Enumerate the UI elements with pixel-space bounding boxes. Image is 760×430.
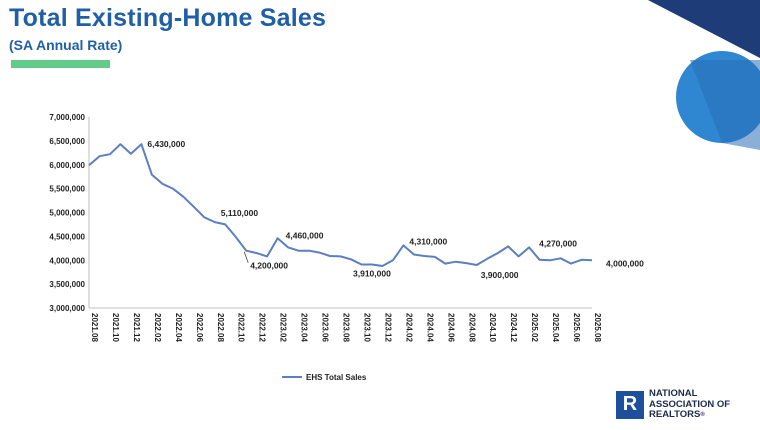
x-tick-label: 2025.06 (572, 313, 581, 342)
y-tick-label: 6,000,000 (49, 161, 85, 170)
x-tick-label: 2022.08 (216, 313, 225, 342)
corner-mid-shape (690, 60, 760, 150)
data-label: 3,900,000 (481, 270, 519, 280)
y-tick-label: 3,000,000 (49, 304, 85, 313)
y-tick-label: 4,500,000 (49, 232, 85, 241)
page-subtitle: (SA Annual Rate) (9, 37, 123, 53)
data-label: 6,430,000 (147, 139, 185, 149)
x-tick-label: 2023.10 (362, 313, 371, 342)
x-tick-label: 2023.06 (321, 313, 330, 342)
y-tick-label: 5,500,000 (49, 185, 85, 194)
x-tick-label: 2022.06 (195, 313, 204, 342)
x-tick-label: 2022.10 (237, 313, 246, 342)
x-tick-label: 2021.08 (90, 313, 99, 342)
x-tick-label: 2025.02 (530, 313, 539, 342)
annotation-leader-line (243, 251, 249, 263)
x-tick-label: 2022.12 (258, 313, 267, 342)
x-tick-label: 2024.06 (446, 313, 455, 342)
x-tick-label: 2025.04 (551, 313, 560, 342)
series-line-ehs-total-sales (88, 143, 593, 267)
accent-bar (11, 60, 110, 68)
logo-line-3: REALTORS (649, 409, 701, 420)
y-tick-label: 7,000,000 (49, 113, 85, 122)
x-tick-label: 2025.08 (593, 313, 602, 342)
data-label: 4,460,000 (286, 230, 324, 240)
nar-logo: R NATIONAL ASSOCIATION OF REALTORS® (616, 388, 731, 421)
x-tick-label: 2023.02 (279, 313, 288, 342)
data-label: 3,910,000 (353, 269, 391, 279)
x-tick-label: 2024.08 (467, 313, 476, 342)
data-label: 4,200,000 (250, 261, 288, 271)
data-label: 4,310,000 (409, 236, 447, 246)
y-tick-label: 5,000,000 (49, 209, 85, 218)
page-title: Total Existing-Home Sales (9, 4, 327, 32)
data-label: 4,270,000 (539, 238, 577, 248)
logo-text: NATIONAL ASSOCIATION OF REALTORS® (649, 388, 731, 420)
x-tick-label: 2022.02 (153, 313, 162, 342)
y-tick-label: 3,500,000 (49, 280, 85, 289)
x-tick-label: 2024.12 (509, 313, 518, 342)
legend-label: EHS Total Sales (306, 373, 367, 382)
x-tick-label: 2023.08 (342, 313, 351, 342)
corner-dark-triangle (648, 0, 760, 58)
x-tick-label: 2021.10 (111, 313, 120, 342)
logo-line-2: ASSOCIATION OF (649, 398, 731, 410)
data-label: 5,110,000 (221, 208, 259, 218)
x-tick-label: 2024.10 (488, 313, 497, 342)
x-tick-label: 2024.02 (404, 313, 413, 342)
x-tick-label: 2021.12 (132, 313, 141, 342)
x-tick-label: 2023.12 (383, 313, 392, 342)
y-tick-label: 6,500,000 (49, 137, 85, 146)
y-tick-label: 4,000,000 (49, 256, 85, 265)
logo-line-1: NATIONAL (649, 388, 698, 399)
x-tick-label: 2022.04 (174, 313, 183, 342)
data-label: 4,000,000 (606, 258, 644, 268)
x-tick-label: 2024.04 (425, 313, 434, 342)
realtor-r-icon: R (616, 390, 644, 419)
x-tick-label: 2023.04 (300, 313, 309, 342)
